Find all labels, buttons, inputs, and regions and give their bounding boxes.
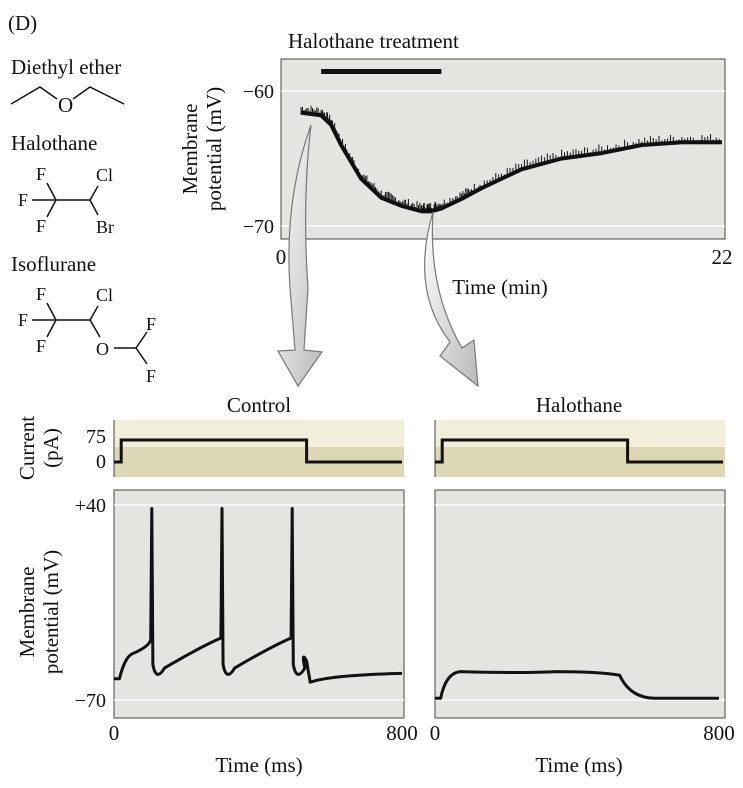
control-vm-tick-70: −70: [75, 690, 106, 712]
isoflurane-atom-cl: Cl: [96, 285, 113, 305]
diethyl-ether-bond-right: [72, 86, 125, 105]
isoflurane-atom-f1: F: [36, 284, 46, 304]
halothane-atom-f3: F: [36, 216, 46, 236]
control-current-tick-75: 75: [86, 426, 106, 448]
isoflurane-bond-f1: [46, 302, 57, 321]
isoflurane-bond-o: [89, 319, 101, 338]
halothane-xlabel: Time (ms): [535, 753, 622, 777]
isoflurane-atom-f2: F: [18, 310, 28, 330]
top-ylabel: Membrane potential (mV): [178, 87, 226, 211]
top-plot-title: Halothane treatment: [288, 29, 459, 53]
control-xtick-800: 800: [386, 721, 418, 745]
isoflurane-bond-f4: [135, 331, 148, 349]
isoflurane-bond-f3: [46, 319, 57, 338]
isoflurane-bond-cl: [89, 305, 99, 321]
isoflurane-atom-f3: F: [36, 336, 46, 356]
control-vm-area: [113, 489, 405, 719]
halothane-bond-cl: [89, 185, 99, 201]
top-plot-area: [280, 58, 726, 240]
halothane-atom-f2: F: [18, 190, 28, 210]
halothane-label: Halothane: [11, 131, 97, 155]
top-ylabel-line2: potential (mV): [202, 87, 226, 211]
diethyl-ether-label: Diethyl ether: [11, 55, 121, 79]
isoflurane-atom-f4: F: [146, 314, 156, 334]
halothane-current-step: [435, 438, 723, 464]
control-xlabel: Time (ms): [215, 753, 302, 777]
molecule-halothane: Halothane F F F Cl Br: [11, 131, 114, 237]
control-vm-tick-40: +40: [75, 495, 106, 517]
isoflurane-atom-o: O: [96, 339, 109, 359]
top-ytick-70: −70: [243, 216, 274, 238]
current-ylabel: Current (pA): [15, 416, 63, 480]
bottom-left-panel: Control 75 0 Current (pA) +40 −70 Membra…: [15, 393, 418, 777]
molecule-diethyl-ether: Diethyl ether O: [10, 55, 125, 117]
diethyl-ether-oxygen: O: [58, 93, 73, 117]
isoflurane-bond-f5: [135, 347, 148, 365]
halothane-atom-cl: Cl: [96, 165, 113, 185]
arrow-to-halothane: [424, 211, 479, 388]
isoflurane-label: Isoflurane: [11, 252, 96, 276]
bottom-right-panel: Halothane 0 800 Time (ms): [430, 393, 735, 777]
control-xtick-0: 0: [109, 721, 120, 745]
control-vm-trace: [114, 507, 403, 684]
halothane-bond-f1: [46, 182, 57, 201]
halothane-vm-area: [434, 489, 726, 719]
bottom-ylabel: Membrane potential (mV): [15, 550, 63, 674]
bottom-ylabel-line2: potential (mV): [39, 550, 63, 674]
halothane-vm-trace: [435, 670, 719, 700]
control-title: Control: [227, 393, 291, 417]
top-xtick-22: 22: [712, 245, 733, 269]
top-ylabel-line1: Membrane: [178, 104, 202, 195]
diethyl-ether-bond-left: [10, 86, 58, 105]
top-plot: Halothane treatment −60 −70 Membrane pot…: [178, 29, 733, 299]
control-current-bg-top: [114, 420, 404, 447]
halothane-xtick-0: 0: [430, 721, 441, 745]
isoflurane-atom-f5: F: [146, 366, 156, 386]
panel-label: (D): [8, 11, 37, 35]
top-xtick-0: 0: [276, 245, 287, 269]
halothane-atom-f1: F: [36, 164, 46, 184]
halothane-xtick-800: 800: [703, 721, 735, 745]
control-current-tick-0: 0: [96, 451, 106, 473]
top-ytick-60: −60: [243, 81, 274, 103]
arrow-to-control: [276, 124, 324, 388]
halothane-title: Halothane: [536, 393, 622, 417]
current-ylabel-line2: (pA): [39, 428, 63, 468]
control-current-step: [114, 438, 402, 464]
current-ylabel-line1: Current: [15, 416, 39, 480]
molecule-isoflurane: Isoflurane F F F Cl O F F: [11, 252, 156, 386]
top-trace-noise: [300, 105, 720, 214]
halothane-current-bg-top: [435, 420, 725, 447]
halothane-atom-br: Br: [96, 217, 114, 237]
halothane-bond-f3: [46, 199, 57, 218]
top-xlabel: Time (min): [452, 275, 547, 299]
halothane-bond-br: [89, 199, 99, 216]
bottom-ylabel-line1: Membrane: [15, 567, 39, 658]
treatment-bar: [321, 69, 442, 74]
